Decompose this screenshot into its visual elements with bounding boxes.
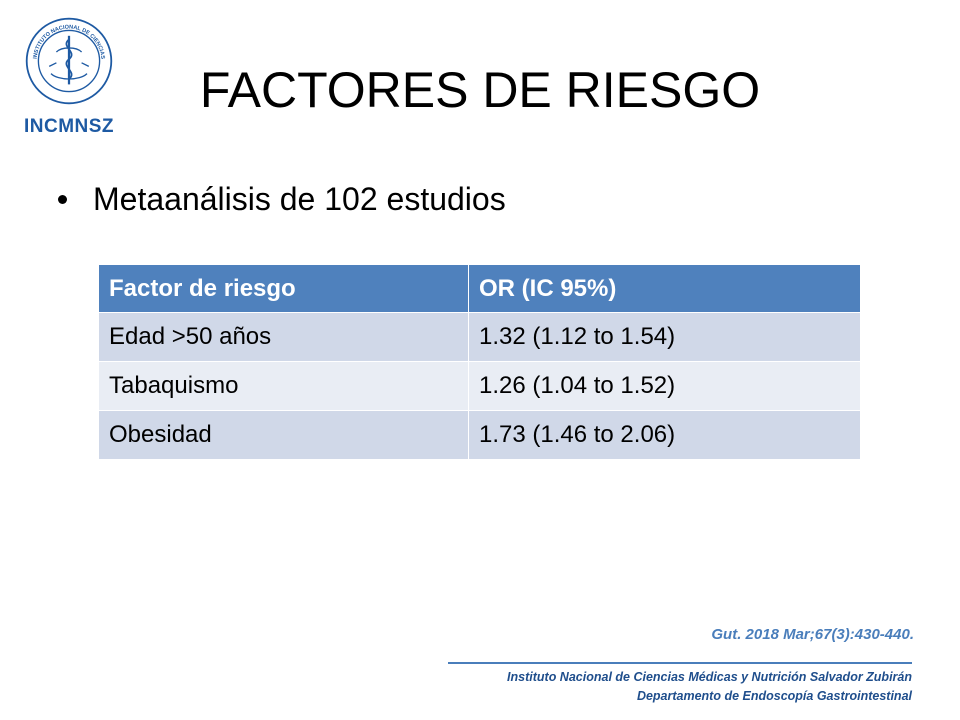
- cell-or: 1.26 (1.04 to 1.52): [468, 361, 861, 411]
- logo-wordmark: INCMNSZ: [23, 116, 115, 137]
- table-header-row: Factor de riesgo OR (IC 95%): [98, 264, 861, 313]
- header-or: OR (IC 95%): [468, 264, 861, 313]
- footer-department: Departamento de Endoscopía Gastrointesti…: [636, 689, 912, 703]
- institution-seal-icon: INSTITUTO NACIONAL DE CIENCIAS MÉDICAS: [24, 16, 113, 105]
- svg-text:INSTITUTO NACIONAL DE CIENCIAS: INSTITUTO NACIONAL DE CIENCIAS MÉDICAS: [24, 16, 105, 61]
- bullet-dot-icon: [58, 194, 67, 204]
- cell-factor: Edad >50 años: [98, 312, 469, 362]
- cell-or: 1.73 (1.46 to 2.06): [468, 410, 861, 460]
- header-factor: Factor de riesgo: [98, 264, 469, 313]
- table-row: Tabaquismo 1.26 (1.04 to 1.52): [98, 361, 861, 411]
- cell-factor: Tabaquismo: [98, 361, 469, 411]
- cell-or: 1.32 (1.12 to 1.54): [468, 312, 861, 362]
- cell-factor: Obesidad: [98, 410, 469, 460]
- table-row: Obesidad 1.73 (1.46 to 2.06): [98, 410, 861, 460]
- bullet-point: Metaanálisis de 102 estudios: [58, 173, 506, 225]
- footer-institution: Instituto Nacional de Ciencias Médicas y…: [507, 670, 912, 684]
- citation: Gut. 2018 Mar;67(3):430-440.: [711, 626, 914, 643]
- table-row: Edad >50 años 1.32 (1.12 to 1.54): [98, 312, 861, 362]
- slide-title: FACTORES DE RIESGO: [199, 62, 761, 118]
- risk-factor-table: Factor de riesgo OR (IC 95%) Edad >50 añ…: [98, 264, 861, 460]
- footer: Instituto Nacional de Ciencias Médicas y…: [507, 668, 912, 706]
- footer-divider: [448, 662, 912, 664]
- institution-logo: INSTITUTO NACIONAL DE CIENCIAS MÉDICAS I…: [14, 12, 124, 137]
- bullet-text: Metaanálisis de 102 estudios: [93, 181, 506, 217]
